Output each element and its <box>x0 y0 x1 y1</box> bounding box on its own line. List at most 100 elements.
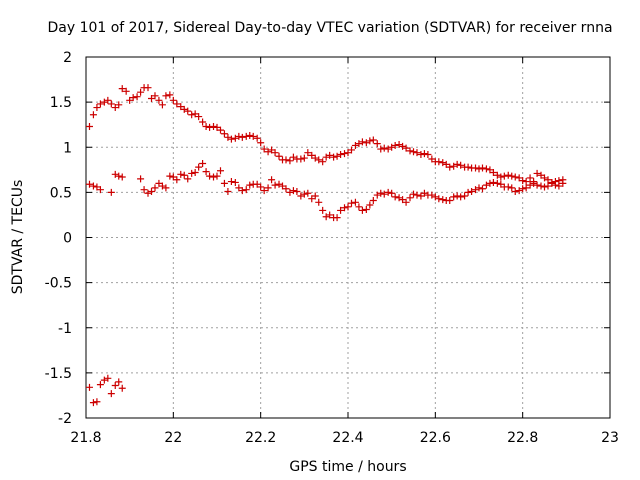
data-point <box>366 201 374 209</box>
y-tick-label: 0.5 <box>50 185 72 201</box>
data-point <box>417 150 425 158</box>
data-point <box>384 145 392 153</box>
data-point <box>89 111 97 119</box>
data-point <box>402 144 410 152</box>
data-point <box>410 190 417 198</box>
data-point <box>85 122 93 130</box>
data-point <box>162 184 170 192</box>
data-point <box>464 163 472 171</box>
data-point <box>122 87 130 95</box>
data-point <box>246 181 254 189</box>
data-point <box>227 135 235 143</box>
data-point <box>184 175 192 183</box>
data-point <box>199 118 207 126</box>
data-point <box>358 138 366 146</box>
data-point <box>271 181 279 189</box>
data-point <box>118 173 126 181</box>
data-point <box>482 165 490 173</box>
data-point <box>500 172 508 180</box>
data-point <box>413 149 421 157</box>
y-tick-label: 0 <box>63 231 72 247</box>
data-point <box>315 156 323 164</box>
data-point <box>420 150 428 158</box>
data-point <box>293 187 301 195</box>
data-point <box>369 196 377 204</box>
x-tick-label: 22.6 <box>420 430 451 446</box>
data-point <box>504 171 512 179</box>
data-point <box>275 180 283 188</box>
data-point <box>380 190 388 198</box>
data-point <box>326 211 334 219</box>
data-point <box>115 101 123 109</box>
data-point <box>533 169 541 177</box>
data-point <box>347 199 355 207</box>
y-tick-label: 1.5 <box>50 95 72 111</box>
data-point <box>195 113 203 121</box>
x-tick-label: 22.2 <box>245 430 276 446</box>
data-point <box>282 185 290 193</box>
data-point <box>369 136 377 144</box>
data-point <box>271 149 279 157</box>
data-point <box>184 107 192 115</box>
data-point <box>227 178 235 186</box>
data-point <box>497 173 505 181</box>
data-point <box>300 154 308 162</box>
data-point <box>559 176 567 184</box>
data-point <box>333 214 341 222</box>
data-point <box>268 176 276 184</box>
data-point <box>257 139 265 147</box>
data-point <box>330 153 338 161</box>
data-point <box>118 85 126 93</box>
data-point <box>242 132 250 140</box>
data-point <box>85 383 93 391</box>
data-point <box>93 104 101 112</box>
data-point <box>202 122 210 130</box>
data-point <box>475 184 483 192</box>
data-point <box>428 191 436 199</box>
data-point <box>399 142 407 150</box>
data-point <box>104 374 112 382</box>
y-tick-labels: -2 -1.5 -1 -0.5 0 0.5 1 1.5 2 <box>45 50 72 427</box>
data-point <box>104 96 112 104</box>
data-point <box>406 147 414 155</box>
data-point <box>206 172 214 180</box>
data-point <box>107 390 115 398</box>
y-tick-label: 1 <box>63 140 72 156</box>
data-point <box>341 204 349 212</box>
data-point <box>96 100 104 108</box>
data-point <box>191 169 199 177</box>
data-point <box>169 96 177 104</box>
data-point <box>395 194 403 202</box>
data-point <box>158 101 166 109</box>
data-point <box>118 384 126 392</box>
data-point <box>216 126 224 134</box>
axis-ticks <box>85 56 611 419</box>
data-point <box>450 193 458 201</box>
x-tick-labels: 21.8 22 22.2 22.4 22.6 22.8 23 <box>70 430 619 446</box>
grid <box>86 57 610 418</box>
data-point <box>304 149 312 157</box>
data-point <box>96 186 104 194</box>
data-point <box>337 150 345 158</box>
data-point <box>210 122 218 130</box>
data-point <box>475 165 483 173</box>
data-point <box>519 177 527 185</box>
data-point <box>431 193 439 201</box>
data-point <box>107 100 115 108</box>
data-point <box>373 191 381 199</box>
data-point <box>206 123 214 131</box>
data-point <box>282 156 290 164</box>
data-point <box>464 188 472 196</box>
data-point <box>213 172 221 180</box>
data-point <box>472 164 480 172</box>
data-point <box>362 139 370 147</box>
data-point <box>519 185 527 193</box>
data-point <box>231 178 239 186</box>
data-point <box>522 184 530 192</box>
data-point <box>220 130 228 138</box>
data-point <box>544 182 552 190</box>
data-point <box>482 181 490 189</box>
data-point <box>391 141 399 149</box>
x-axis-label: GPS time / hours <box>289 459 406 475</box>
y-tick-label: -0.5 <box>45 276 72 292</box>
